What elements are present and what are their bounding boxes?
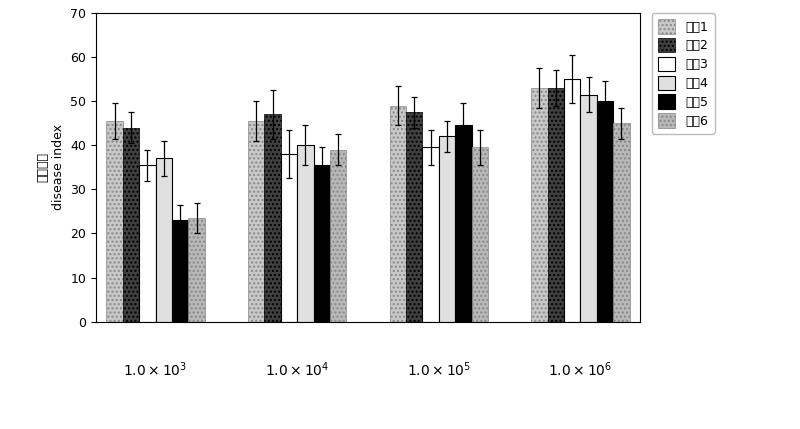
Bar [172,220,189,322]
Bar [265,115,281,322]
Text: $1.0\times10^{5}$: $1.0\times10^{5}$ [406,361,471,379]
Text: $1.0\times10^{4}$: $1.0\times10^{4}$ [265,361,330,379]
Bar [580,94,597,322]
Bar [390,106,406,322]
Bar [531,88,547,322]
Legend: 材枙1, 材枙2, 材枙3, 材枙4, 材枙5, 材枙6: 材枙1, 材枙2, 材枙3, 材枙4, 材枙5, 材枙6 [652,13,714,134]
Bar [406,112,422,322]
Bar [106,121,123,322]
Bar [139,165,156,322]
Bar [597,101,613,322]
Bar [613,123,630,322]
Bar [156,158,172,322]
Text: $1.0\times10^{3}$: $1.0\times10^{3}$ [123,361,188,379]
Bar [438,136,455,322]
Bar [422,148,438,322]
Bar [455,125,471,322]
Text: $1.0\times10^{6}$: $1.0\times10^{6}$ [548,361,613,379]
Bar [330,150,346,322]
Bar [471,148,488,322]
Bar [248,121,265,322]
Bar [298,145,314,322]
Bar [189,218,205,322]
Bar [281,154,298,322]
Bar [314,165,330,322]
Y-axis label: 病情指数
disease index: 病情指数 disease index [37,124,65,210]
Bar [564,79,580,322]
Bar [547,88,564,322]
Bar [123,127,139,322]
